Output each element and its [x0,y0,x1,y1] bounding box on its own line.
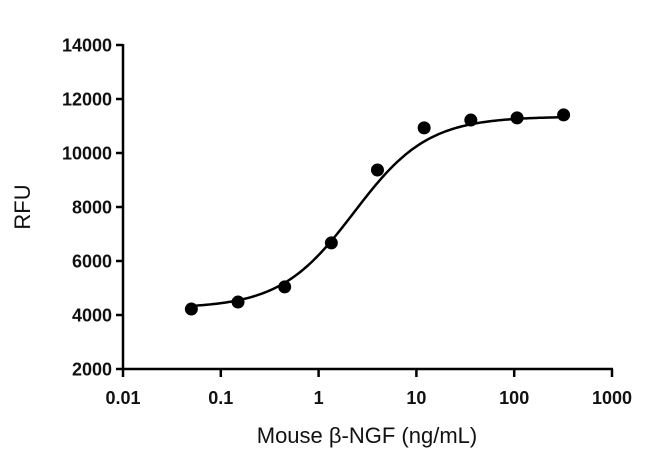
x-tick-label: 10 [406,388,426,408]
x-tick-label: 0.1 [208,388,233,408]
data-point [231,295,245,309]
data-point [278,280,292,294]
x-tick-label: 100 [499,388,529,408]
y-tick-label: 6000 [72,252,112,272]
data-point [324,236,338,250]
data-point [464,113,478,127]
x-axis-title: Mouse β-NGF (ng/mL) [257,423,477,448]
y-tick-label: 2000 [72,360,112,380]
x-axis-ticks: 0.01 0.1 1 10 100 1000 [105,369,632,408]
x-tick-label: 0.01 [105,388,140,408]
y-tick-label: 14000 [62,36,112,56]
data-points [184,108,571,316]
data-point [417,121,431,135]
data-point [557,108,571,122]
data-point [510,111,524,125]
y-axis-title: RFU [10,184,35,229]
y-tick-label: 10000 [62,144,112,164]
y-tick-label: 12000 [62,90,112,110]
y-tick-label: 4000 [72,306,112,326]
data-point [184,302,198,316]
x-tick-label: 1 [314,388,324,408]
x-tick-label: 1000 [592,388,632,408]
y-axis-ticks: 2000 4000 6000 8000 10000 12000 14000 [62,36,123,380]
y-tick-label: 8000 [72,198,112,218]
data-point [370,163,384,177]
fit-curve [191,115,564,308]
